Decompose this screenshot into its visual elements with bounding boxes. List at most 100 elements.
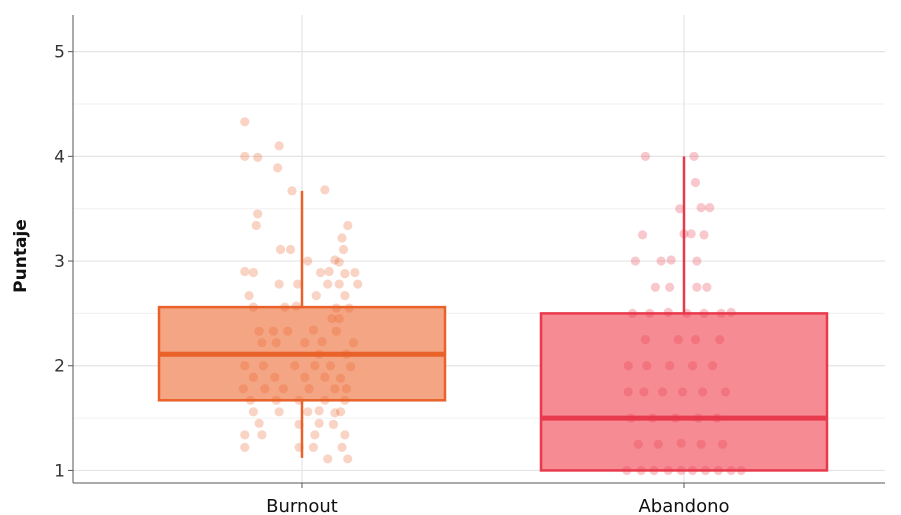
data-point (294, 442, 304, 453)
data-point (240, 361, 250, 371)
data-point (275, 244, 286, 255)
data-point (273, 163, 283, 173)
data-point (294, 419, 304, 429)
data-point (639, 387, 649, 397)
data-point (330, 255, 340, 265)
data-point (348, 338, 359, 348)
data-point (283, 326, 293, 336)
data-point (666, 255, 676, 265)
data-point (675, 204, 685, 214)
data-point (280, 302, 290, 312)
data-point (696, 439, 706, 449)
data-point (690, 177, 701, 188)
data-point (673, 334, 683, 345)
data-point (294, 395, 304, 405)
x-category-label: Abandono (638, 496, 729, 515)
data-point (726, 465, 736, 476)
data-point (310, 430, 320, 440)
data-point (334, 279, 344, 289)
data-point (699, 308, 709, 318)
data-point (330, 384, 340, 394)
data-point (713, 465, 723, 476)
data-point (244, 290, 254, 301)
data-point (278, 384, 289, 394)
data-point (326, 361, 336, 371)
data-point (308, 442, 319, 453)
data-point (290, 361, 300, 371)
data-point (314, 418, 324, 428)
data-point (697, 387, 708, 397)
data-point (340, 269, 350, 279)
data-point (665, 282, 675, 292)
data-point (300, 372, 310, 382)
data-point (260, 384, 270, 394)
y-axis-title: Puntaje (11, 219, 31, 293)
data-point (338, 244, 349, 255)
data-point (687, 361, 698, 371)
data-point (656, 256, 666, 266)
data-point (240, 442, 250, 453)
data-point (274, 141, 284, 151)
data-point (663, 307, 673, 317)
data-point (649, 465, 659, 476)
data-point (245, 395, 256, 405)
data-point (334, 257, 344, 267)
data-point (253, 209, 263, 219)
data-point (274, 407, 284, 417)
data-point (663, 465, 673, 476)
data-point (240, 151, 250, 161)
data-point (343, 220, 353, 231)
data-point (708, 361, 718, 371)
data-point (238, 384, 248, 394)
data-point (270, 372, 280, 382)
data-point (324, 266, 334, 277)
data-point (328, 419, 339, 429)
box-iqr (539, 312, 829, 472)
data-point (712, 413, 722, 423)
data-point (337, 233, 347, 243)
data-point (696, 203, 706, 213)
data-point (341, 384, 351, 394)
data-point (699, 230, 709, 240)
data-point (330, 408, 340, 418)
data-point (248, 302, 258, 312)
data-point (622, 465, 632, 476)
data-point (314, 349, 324, 359)
data-point (254, 326, 264, 336)
data-point (687, 465, 698, 476)
data-point (303, 256, 313, 266)
x-category-label: Burnout (266, 496, 338, 515)
data-point (692, 282, 702, 292)
data-point (640, 151, 650, 161)
data-point (623, 387, 633, 397)
data-point (336, 373, 346, 383)
labels-layer: 1 2 3 4 5 Burnout Abandono (54, 43, 729, 515)
data-point (344, 303, 354, 313)
data-point (676, 465, 686, 476)
y-tick-label: 1 (54, 461, 65, 481)
data-point (686, 229, 696, 239)
data-point (343, 454, 353, 464)
data-point (640, 334, 650, 345)
data-point (248, 407, 258, 417)
data-point (285, 244, 296, 255)
data-point (308, 325, 319, 335)
data-point (630, 256, 640, 266)
data-point (287, 186, 297, 196)
data-point (248, 267, 258, 278)
data-point (320, 395, 330, 405)
data-point (650, 282, 661, 292)
data-point (310, 361, 320, 371)
data-point (350, 267, 360, 278)
data-point (240, 430, 250, 440)
data-point (341, 349, 351, 359)
points-layer (238, 117, 746, 476)
data-point (334, 314, 344, 324)
data-point (702, 282, 712, 292)
data-point (258, 361, 268, 371)
data-point (676, 438, 686, 448)
y-tick-label: 3 (54, 252, 65, 272)
data-point (626, 413, 636, 423)
data-point (271, 338, 281, 348)
